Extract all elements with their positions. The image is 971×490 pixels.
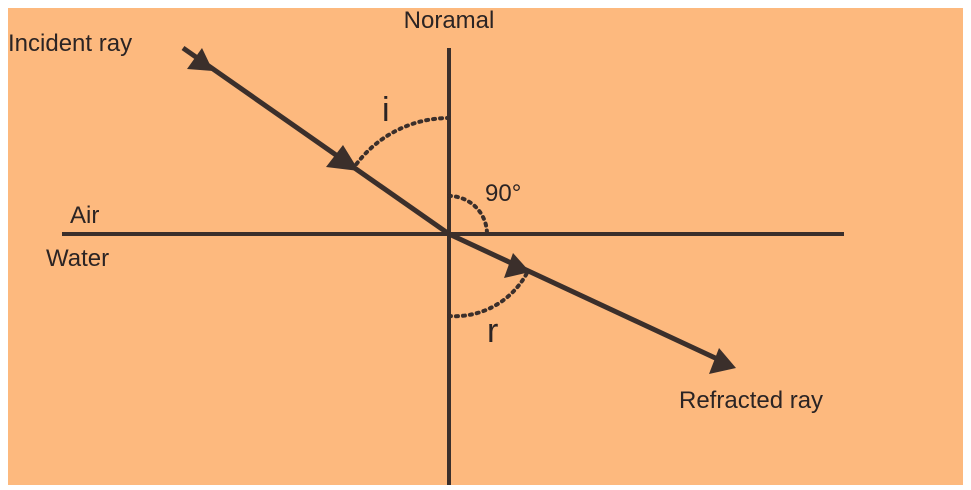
- refracted-arrowhead-end: [709, 348, 736, 374]
- refracted-ray-label: Refracted ray: [679, 387, 823, 414]
- angle-r-arc: [447, 269, 530, 319]
- diagram-background: [8, 8, 963, 485]
- incident-arrowhead-top: [187, 48, 213, 71]
- air-label: Air: [70, 202, 99, 229]
- incident-ray-label: Incident ray: [8, 30, 132, 57]
- refracted-arrowhead-mid: [504, 253, 530, 278]
- incident-arrowhead-mid: [326, 145, 359, 171]
- angle-90-arc: [447, 194, 489, 236]
- angle-90-label: 90°: [485, 180, 521, 207]
- water-label: Water: [46, 245, 109, 272]
- incident-ray: [181, 45, 451, 237]
- normal-label: Noramal: [404, 7, 495, 34]
- angle-i-arc: [353, 116, 451, 168]
- refracted-ray: [447, 231, 728, 366]
- angle-r-label: r: [487, 312, 498, 350]
- angle-i-label: i: [382, 91, 390, 129]
